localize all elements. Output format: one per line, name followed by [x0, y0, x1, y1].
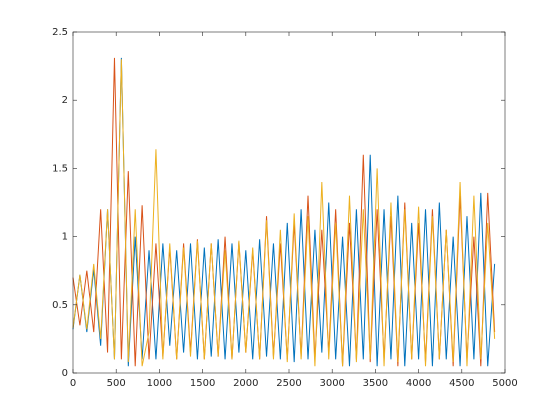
x-tick-label: 0	[70, 378, 76, 389]
series-line	[72, 59, 496, 367]
x-tick-label: 3000	[319, 378, 344, 389]
y-tick-label: 1	[62, 232, 68, 243]
x-tick-label: 2000	[233, 378, 258, 389]
x-tick-label: 4500	[449, 378, 474, 389]
y-tick-label: 1.5	[52, 163, 68, 174]
x-tick-label: 4000	[406, 378, 431, 389]
x-tick-label: 1000	[147, 378, 172, 389]
y-tick-label: 2	[62, 95, 68, 106]
x-tick-label: 500	[107, 378, 126, 389]
y-tick-label: 0	[62, 368, 68, 379]
y-tick-label: 2.5	[52, 27, 68, 38]
y-tick-label: 0.5	[52, 300, 68, 311]
x-tick-label: 1500	[190, 378, 215, 389]
x-tick-label: 5000	[492, 378, 517, 389]
x-tick-label: 3500	[363, 378, 388, 389]
x-tick-label: 2500	[276, 378, 301, 389]
